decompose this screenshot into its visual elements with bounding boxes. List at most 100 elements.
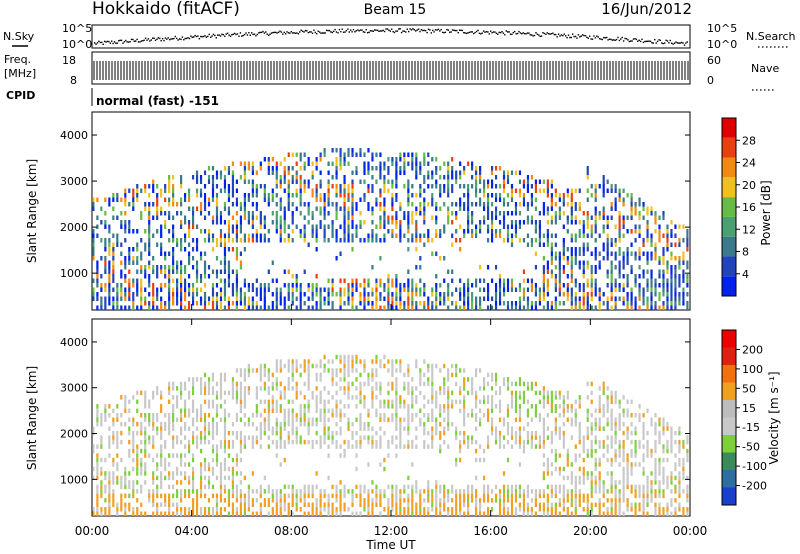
range-cell bbox=[152, 511, 155, 516]
range-cell bbox=[395, 390, 398, 396]
range-cell bbox=[323, 202, 326, 207]
range-cell bbox=[199, 256, 203, 261]
range-cell bbox=[172, 386, 175, 391]
range-cell bbox=[92, 448, 95, 454]
range-cell bbox=[303, 301, 306, 306]
range-cell bbox=[180, 296, 183, 301]
range-cell bbox=[383, 466, 386, 472]
range-cell bbox=[187, 395, 191, 400]
range-cell bbox=[435, 202, 438, 207]
noise-dot bbox=[656, 40, 659, 43]
range-cell bbox=[383, 283, 386, 288]
range-cell bbox=[550, 247, 553, 252]
range-cell bbox=[459, 202, 462, 207]
range-cell bbox=[538, 242, 541, 247]
range-cell bbox=[239, 404, 242, 409]
range-cell bbox=[223, 439, 227, 445]
range-cell bbox=[132, 511, 135, 516]
range-cell bbox=[323, 368, 326, 373]
range-cell bbox=[383, 457, 386, 463]
range-cell bbox=[610, 242, 613, 247]
range-cell bbox=[367, 278, 370, 283]
range-cell bbox=[279, 206, 282, 211]
range-cell bbox=[259, 426, 262, 431]
range-cell bbox=[614, 224, 617, 229]
range-cell bbox=[164, 265, 167, 270]
noise-dot bbox=[466, 32, 468, 35]
range-cell bbox=[471, 215, 474, 220]
range-cell bbox=[172, 265, 175, 270]
cpid-value: normal (fast) -151 bbox=[96, 94, 219, 108]
range-cell bbox=[219, 484, 223, 490]
range-cell bbox=[419, 377, 422, 382]
range-cell bbox=[112, 435, 115, 440]
range-cell bbox=[562, 211, 565, 216]
range-cell bbox=[283, 444, 286, 449]
range-cell bbox=[399, 283, 402, 288]
range-cell bbox=[459, 399, 462, 405]
range-cell bbox=[331, 507, 334, 512]
range-cell bbox=[108, 413, 111, 418]
range-cell bbox=[526, 301, 530, 306]
range-cell bbox=[383, 363, 386, 369]
range-cell bbox=[172, 426, 175, 431]
range-cell bbox=[471, 220, 474, 225]
range-cell bbox=[654, 301, 657, 306]
range-cell bbox=[427, 498, 430, 503]
range-cell bbox=[371, 368, 374, 373]
range-cell bbox=[379, 489, 382, 494]
range-cell bbox=[96, 502, 99, 508]
range-cell bbox=[443, 439, 446, 445]
range-cell bbox=[498, 511, 502, 516]
range-cell bbox=[530, 220, 534, 225]
noise-dot bbox=[160, 40, 162, 42]
range-cell bbox=[658, 283, 661, 288]
range-cell bbox=[534, 283, 538, 288]
range-cell bbox=[439, 421, 442, 427]
range-cell bbox=[96, 457, 99, 463]
noise-dot bbox=[637, 40, 639, 42]
range-cell bbox=[463, 511, 466, 516]
noise-dot bbox=[125, 39, 127, 42]
noise-dot bbox=[313, 29, 315, 31]
noise-dot bbox=[201, 36, 203, 38]
range-cell bbox=[148, 421, 151, 427]
range-cell bbox=[566, 215, 569, 220]
range-cell bbox=[148, 215, 151, 220]
range-cell bbox=[255, 202, 258, 207]
range-cell bbox=[514, 435, 518, 440]
range-cell bbox=[259, 377, 262, 382]
range-cell bbox=[391, 292, 394, 297]
range-cell bbox=[315, 408, 318, 414]
range-cell bbox=[323, 507, 326, 512]
range-cell bbox=[223, 292, 227, 297]
range-cell bbox=[247, 193, 250, 198]
range-cell bbox=[339, 292, 342, 297]
range-cell bbox=[243, 368, 246, 373]
range-cell bbox=[435, 417, 438, 422]
range-cell bbox=[431, 193, 434, 198]
noise-dot bbox=[273, 31, 275, 34]
noise-dot bbox=[143, 39, 145, 41]
range-cell bbox=[347, 359, 350, 364]
range-cell bbox=[287, 399, 290, 405]
range-cell bbox=[554, 251, 557, 256]
range-cell bbox=[630, 215, 633, 220]
range-cell bbox=[323, 408, 326, 414]
range-cell bbox=[327, 426, 330, 431]
noise-dot bbox=[211, 35, 213, 37]
range-cell bbox=[343, 287, 346, 292]
range-cell bbox=[144, 471, 147, 476]
range-cell bbox=[486, 229, 490, 234]
range-cell bbox=[287, 435, 290, 440]
range-cell bbox=[498, 404, 502, 409]
range-cell bbox=[598, 233, 601, 238]
range-cell bbox=[128, 269, 131, 274]
colorbar-tick-label: 12 bbox=[742, 223, 756, 236]
range-cell bbox=[307, 283, 310, 288]
noise-dot bbox=[284, 33, 287, 35]
range-cell bbox=[443, 484, 446, 490]
range-cell bbox=[387, 305, 390, 310]
range-cell bbox=[323, 229, 326, 234]
range-cell bbox=[375, 197, 378, 202]
